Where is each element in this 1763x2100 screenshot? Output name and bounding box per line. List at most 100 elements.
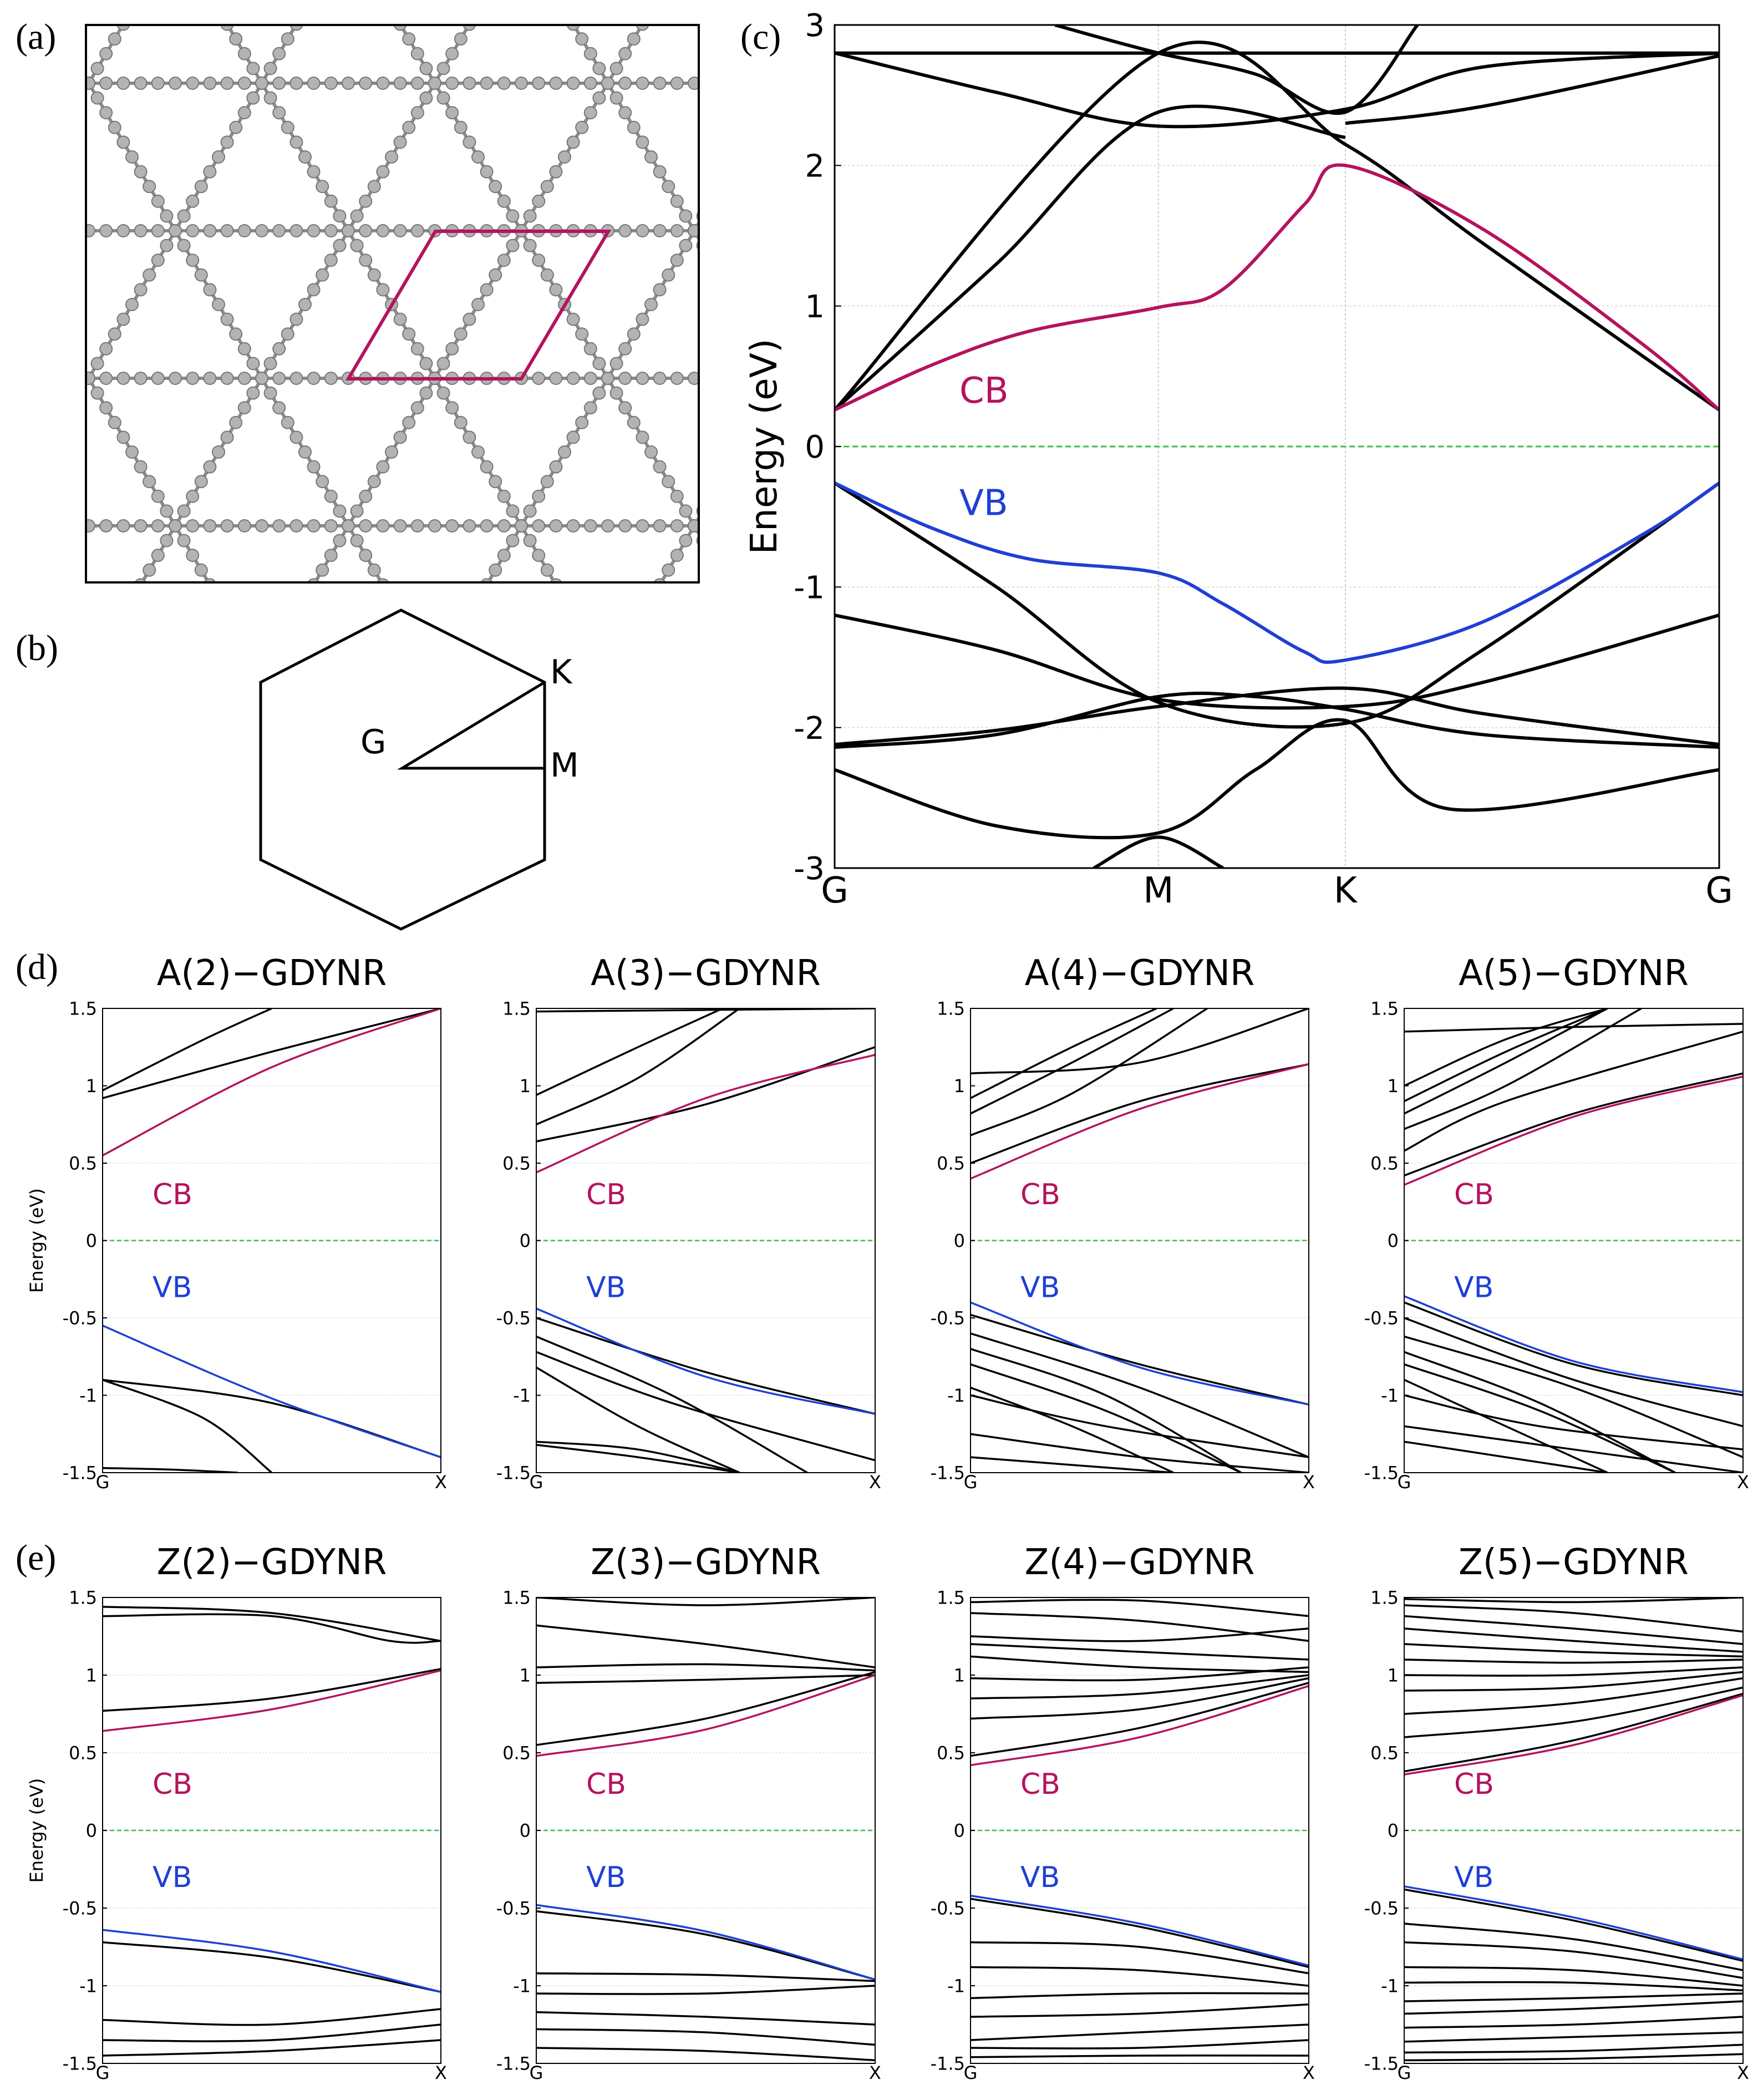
lattice-bond (86, 82, 90, 92)
carbon-atom (116, 135, 130, 149)
chart-title: A(2)−GDYNR (157, 953, 387, 994)
bands-A2 (103, 1008, 441, 1473)
carbon-atom (48, 608, 60, 621)
carbon-atom (731, 446, 744, 458)
carbon-atom (775, 77, 787, 89)
bands-Z4 (971, 1599, 1309, 2058)
bands-A3 (536, 1008, 875, 1473)
carbon-atom (636, 372, 649, 385)
band-line (1404, 1658, 1743, 1664)
carbon-atom (203, 519, 217, 532)
carbon-atom (212, 150, 225, 164)
carbon-atom (31, 372, 43, 384)
carbon-atom (246, 386, 260, 400)
y-tick-label: -1.5 (1364, 2053, 1399, 2074)
chart-c: -3 -2 -1 0 1 2 3 G M K G Energy (eV) CB VB (743, 8, 1733, 911)
carbon-atom (602, 667, 614, 679)
y-tick-label: -0.5 (63, 1308, 97, 1329)
carbon-atom (393, 135, 407, 149)
y-tick-label: 1.5 (502, 998, 531, 1019)
carbon-atom (532, 194, 546, 208)
carbon-atom (203, 77, 217, 90)
chart-A2: -1.5 -1 -0.5 0 0.5 1 1.5 G X A(2)−GDYNR Energy (eV… (26, 953, 447, 1493)
carbon-atom (31, 166, 43, 178)
carbon-atom (272, 106, 286, 120)
y-tick-label: -1 (513, 1385, 531, 1406)
carbon-atom (333, 504, 347, 518)
carbon-atom (749, 623, 761, 635)
carbon-atom (429, 667, 441, 679)
chart-title: Z(5)−GDYNR (1459, 1542, 1689, 1583)
carbon-atom (125, 298, 139, 311)
x-tick-label: X (435, 2062, 447, 2083)
carbon-atom (237, 342, 251, 356)
y-tick-label: -0.5 (1364, 1308, 1399, 1329)
carbon-atom (246, 62, 260, 75)
carbon-atom (549, 283, 563, 297)
carbon-atom (83, 667, 95, 679)
carbon-atom (540, 563, 554, 577)
carbon-atom (653, 283, 667, 297)
band-line (971, 1966, 1309, 1987)
carbon-atom (289, 224, 303, 237)
carbon-atom (662, 180, 675, 194)
cb-label: CB (1454, 1178, 1494, 1211)
carbon-atom (273, 638, 285, 650)
carbon-atom (212, 298, 225, 311)
y-tick-label: -0.5 (496, 1898, 531, 1919)
carbon-atom (523, 504, 537, 518)
carbon-atom (116, 372, 130, 385)
carbon-atom (627, 415, 641, 429)
carbon-atom (203, 224, 217, 237)
conduction-band-line (1404, 1694, 1743, 1776)
band-line (1404, 1072, 1743, 1176)
carbon-atom (428, 77, 441, 90)
carbon-atom (99, 224, 113, 237)
carbon-atom (679, 239, 693, 252)
chart-title: A(4)−GDYNR (1025, 953, 1255, 994)
y-tick-label: 0 (805, 429, 825, 465)
y-tick-label: -0.5 (496, 1308, 531, 1329)
carbon-atom (57, 328, 69, 340)
carbon-atom (618, 47, 632, 60)
carbon-atom (99, 77, 113, 90)
carbon-atom (436, 357, 450, 371)
band-line (536, 1671, 875, 1746)
carbon-atom (65, 77, 78, 89)
y-tick-label: -1 (947, 1976, 965, 1997)
carbon-atom (376, 460, 390, 474)
carbon-atom (298, 298, 312, 311)
carbon-atom (601, 372, 614, 385)
carbon-atom (246, 357, 260, 371)
carbon-atom (705, 195, 718, 207)
x-tick-label: X (1737, 1472, 1749, 1493)
carbon-atom (740, 77, 753, 89)
carbon-atom (618, 106, 632, 120)
lattice-bond (486, 525, 523, 582)
carbon-atom (609, 62, 623, 75)
carbon-atom (532, 489, 546, 503)
chart-title: Z(2)−GDYNR (157, 1542, 387, 1583)
carbon-atom (410, 224, 424, 237)
x-tick-label: G (821, 870, 849, 911)
carbon-atom (342, 224, 355, 237)
y-tick-label: 1.5 (69, 1587, 97, 1609)
carbon-atom (220, 372, 234, 385)
bands-Z3 (536, 1597, 875, 2062)
carbon-atom (714, 180, 726, 192)
carbon-atom (125, 150, 139, 164)
carbon-atom (636, 135, 649, 149)
y-tick-label: -1 (1381, 1976, 1399, 1997)
x-tick-label: G (530, 1472, 543, 1493)
carbon-atom (575, 327, 589, 341)
y-tick-label: -1.5 (931, 1463, 965, 1484)
carbon-atom (670, 194, 684, 208)
vb-label: VB (1454, 1861, 1493, 1894)
band-line (1404, 1008, 1608, 1087)
carbon-atom (758, 638, 770, 650)
y-tick-label: 0.5 (69, 1153, 97, 1174)
band-line (1404, 1643, 1743, 1658)
carbon-atom (645, 594, 657, 606)
band-line (536, 1335, 808, 1473)
carbon-atom (135, 0, 147, 1)
